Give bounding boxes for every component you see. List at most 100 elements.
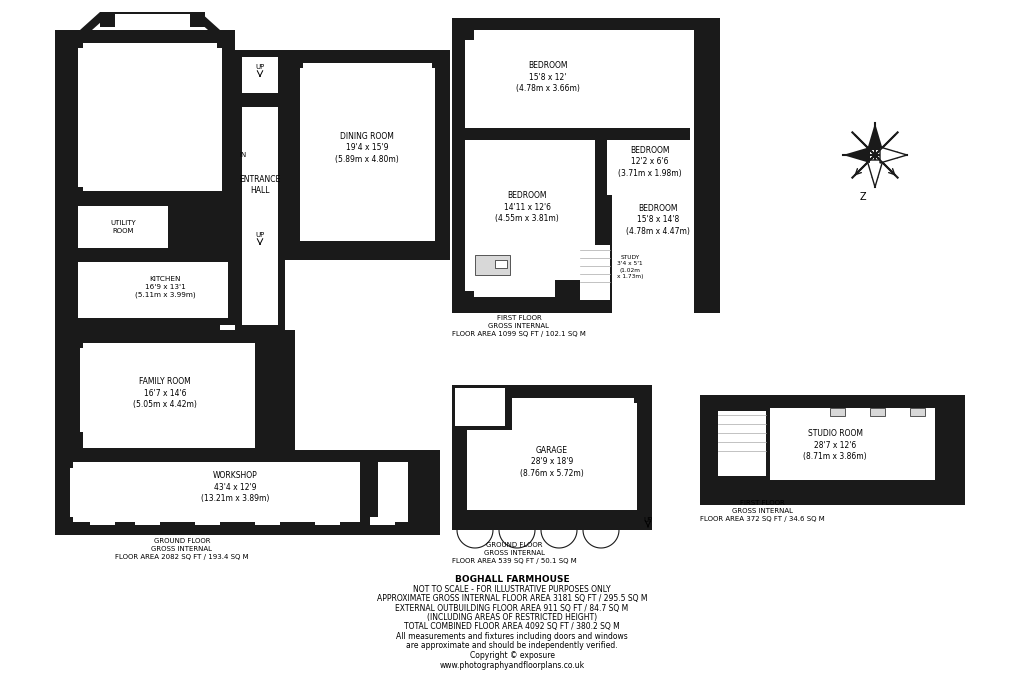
Bar [718, 411, 766, 476]
Text: STUDY
3'4 x 5'1
(1.02m
x 1.73m): STUDY 3'4 x 5'1 (1.02m x 1.73m) [616, 254, 643, 280]
Bar [65, 30, 234, 205]
Bar [378, 462, 408, 522]
Bar [285, 50, 450, 260]
Bar [612, 30, 694, 320]
Bar [65, 318, 220, 330]
Bar [595, 128, 607, 198]
Bar [612, 140, 694, 288]
Bar [697, 18, 719, 40]
Bar [80, 343, 255, 448]
Bar [452, 385, 512, 430]
Text: STUDIO ROOM
28'7 x 12'6
(8.71m x 3.86m): STUDIO ROOM 28'7 x 12'6 (8.71m x 3.86m) [803, 429, 866, 461]
Bar [55, 517, 440, 525]
Bar [65, 30, 83, 48]
Text: APPROXIMATE GROSS INTERNAL FLOOR AREA 3181 SQ FT / 295.5 SQ M: APPROXIMATE GROSS INTERNAL FLOOR AREA 31… [377, 594, 647, 603]
Bar [234, 50, 285, 100]
Bar [575, 240, 615, 305]
Bar [65, 330, 83, 348]
Bar [475, 255, 510, 275]
Bar [422, 450, 440, 468]
Text: UP: UP [643, 517, 652, 523]
Bar [465, 252, 555, 297]
Bar [78, 206, 168, 248]
Bar [465, 30, 630, 130]
Text: (INCLUDING AREAS OF RESTRICTED HEIGHT): (INCLUDING AREAS OF RESTRICTED HEIGHT) [427, 613, 597, 622]
Bar [432, 50, 450, 68]
Bar [278, 330, 295, 348]
Text: UP: UP [255, 232, 264, 238]
Text: WORKSHOP
43'4 x 12'9
(13.21m x 3.89m): WORKSHOP 43'4 x 12'9 (13.21m x 3.89m) [201, 471, 269, 503]
Text: EXTERNAL OUTBUILDING FLOOR AREA 911 SQ FT / 84.7 SQ M: EXTERNAL OUTBUILDING FLOOR AREA 911 SQ F… [395, 604, 629, 612]
Bar [715, 408, 770, 480]
Bar [607, 128, 690, 140]
Text: IN: IN [240, 152, 247, 158]
Bar [285, 100, 297, 255]
Bar [612, 140, 687, 190]
Text: GROUND FLOOR
GROSS INTERNAL
FLOOR AREA 539 SQ FT / 50.1 SQ M: GROUND FLOOR GROSS INTERNAL FLOOR AREA 5… [452, 542, 577, 564]
Bar [55, 450, 73, 468]
Text: GROUND FLOOR
GROSS INTERNAL
FLOOR AREA 2082 SQ FT / 193.4 SQ M: GROUND FLOOR GROSS INTERNAL FLOOR AREA 2… [115, 538, 249, 560]
Bar [78, 43, 222, 191]
Bar [135, 517, 160, 525]
Text: TOTAL COMBINED FLOOR AREA 4092 SQ FT / 380.2 SQ M: TOTAL COMBINED FLOOR AREA 4092 SQ FT / 3… [404, 623, 620, 632]
Bar [234, 100, 285, 285]
Bar [65, 330, 295, 450]
Bar [617, 250, 642, 288]
Bar [65, 187, 83, 205]
Bar [432, 242, 450, 260]
Polygon shape [80, 12, 220, 30]
Text: BOGHALL FARMHOUSE: BOGHALL FARMHOUSE [455, 575, 569, 584]
Text: Copyright © exposure: Copyright © exposure [469, 651, 555, 660]
Bar [910, 408, 925, 416]
Bar [100, 12, 115, 27]
Bar [70, 462, 360, 522]
Bar [242, 107, 278, 277]
Text: UTILITY
ROOM: UTILITY ROOM [111, 220, 136, 234]
Polygon shape [867, 160, 883, 187]
Text: GARAGE
28'9 x 18'9
(8.76m x 5.72m): GARAGE 28'9 x 18'9 (8.76m x 5.72m) [520, 446, 584, 478]
Bar [285, 50, 303, 68]
Bar [607, 128, 690, 140]
Bar [612, 245, 647, 293]
Bar [285, 242, 303, 260]
Text: FAMILY ROOM
16'7 x 14'6
(5.05m x 4.42m): FAMILY ROOM 16'7 x 14'6 (5.05m x 4.42m) [133, 376, 197, 409]
Bar [715, 408, 935, 480]
Text: are approximate and should be independently verified.: are approximate and should be independen… [407, 642, 617, 651]
Text: UP: UP [255, 64, 264, 70]
Bar [278, 432, 295, 450]
Polygon shape [880, 147, 907, 163]
Bar [65, 432, 83, 450]
Text: KITCHEN
16'9 x 13'1
(5.11m x 3.99m): KITCHEN 16'9 x 13'1 (5.11m x 3.99m) [135, 276, 196, 298]
Bar [467, 398, 637, 510]
Polygon shape [843, 147, 870, 163]
Bar [452, 385, 652, 530]
Bar [452, 512, 470, 530]
Text: BEDROOM
15'8 x 12'
(4.78m x 3.66m): BEDROOM 15'8 x 12' (4.78m x 3.66m) [516, 61, 580, 93]
Text: DINING ROOM
19'4 x 15'9
(5.89m x 4.80m): DINING ROOM 19'4 x 15'9 (5.89m x 4.80m) [335, 132, 399, 164]
Text: www.photographyandfloorplans.co.uk: www.photographyandfloorplans.co.uk [439, 660, 585, 670]
Bar [190, 12, 205, 27]
Bar [315, 517, 340, 525]
Text: BEDROOM
15'8 x 14'8
(4.78m x 4.47m): BEDROOM 15'8 x 14'8 (4.78m x 4.47m) [626, 204, 690, 236]
Bar [607, 30, 690, 195]
Text: FIRST FLOOR
GROSS INTERNAL
FLOOR AREA 372 SQ FT / 34.6 SQ M: FIRST FLOOR GROSS INTERNAL FLOOR AREA 37… [700, 500, 824, 522]
Bar [422, 517, 440, 535]
Bar [234, 258, 285, 333]
Bar [55, 517, 73, 535]
Bar [634, 512, 652, 530]
Bar [300, 63, 435, 241]
Bar [195, 517, 220, 525]
Bar [947, 395, 965, 413]
Bar [830, 408, 845, 416]
Bar [634, 385, 652, 403]
Bar [255, 517, 280, 525]
Bar [697, 291, 719, 313]
Bar [700, 487, 718, 505]
Bar [465, 140, 595, 280]
Text: NOT TO SCALE - FOR ILLUSTRATIVE PURPOSES ONLY: NOT TO SCALE - FOR ILLUSTRATIVE PURPOSES… [414, 584, 610, 593]
Text: FIRST FLOOR
GROSS INTERNAL
FLOOR AREA 1099 SQ FT / 102.1 SQ M: FIRST FLOOR GROSS INTERNAL FLOOR AREA 10… [452, 315, 586, 337]
Bar [580, 245, 610, 300]
Bar [452, 240, 567, 305]
Bar [455, 388, 505, 426]
Bar [90, 517, 115, 525]
